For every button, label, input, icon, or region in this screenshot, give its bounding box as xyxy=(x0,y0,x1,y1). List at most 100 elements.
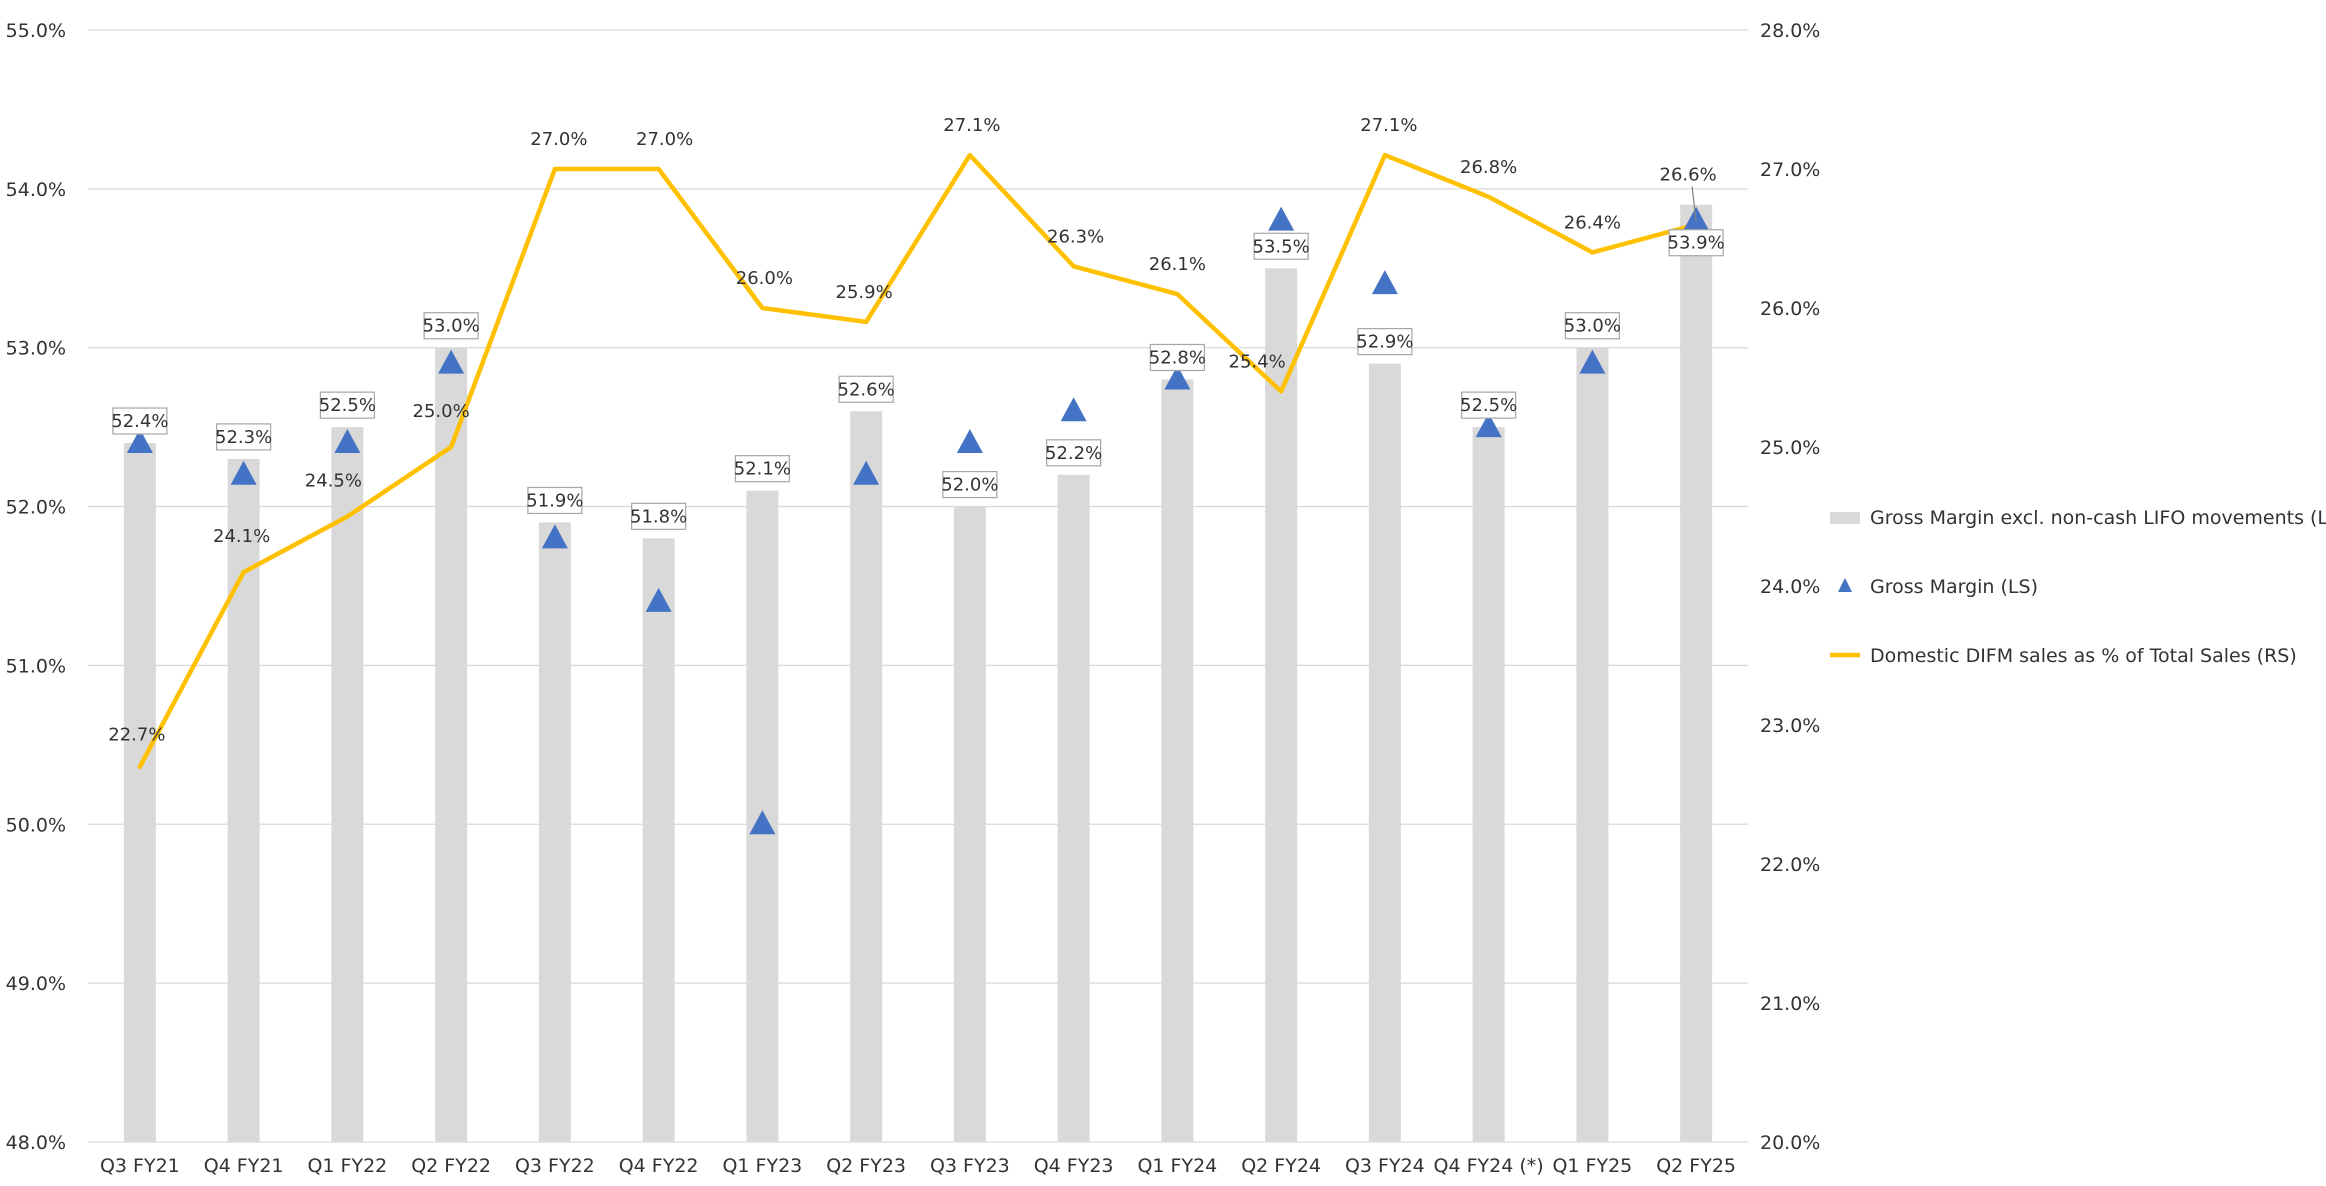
bar-value-label-box xyxy=(423,312,479,340)
triangle-point xyxy=(1371,270,1398,295)
x-tick-label: Q3 FY22 xyxy=(515,1155,595,1177)
bar xyxy=(850,411,883,1142)
left-tick-label: 50.0% xyxy=(6,814,66,836)
legend-label-triangle: Gross Margin (LS) xyxy=(1870,576,2038,598)
line-value-label: 26.1% xyxy=(1149,254,1206,275)
bar-value-label-box xyxy=(1357,328,1413,356)
legend-swatch-bar xyxy=(1830,512,1860,524)
triangle-point xyxy=(230,460,257,485)
bar-value-label: 52.6% xyxy=(838,379,895,400)
bar-value-label: 52.5% xyxy=(1460,395,1517,416)
triangle-point xyxy=(1060,397,1087,422)
right-tick-label: 27.0% xyxy=(1760,159,1820,181)
bar-value-label-box xyxy=(1564,312,1620,340)
bar xyxy=(538,522,571,1142)
line-value-label: 24.1% xyxy=(213,526,270,547)
bar-value-label: 53.0% xyxy=(1564,316,1621,337)
right-tick-label: 26.0% xyxy=(1760,298,1820,320)
right-tick-label: 28.0% xyxy=(1760,20,1820,42)
bar-value-label: 52.3% xyxy=(215,427,272,448)
axes: 48.0% 49.0% 50.0% 51.0% 52.0% 53.0% 54.0% 55.0%… xyxy=(6,20,1821,1177)
bar-value-label: 51.8% xyxy=(630,506,687,527)
triangle-point xyxy=(1475,413,1502,438)
x-tick-label: Q2 FY22 xyxy=(411,1155,491,1177)
legend-label-bar: Gross Margin excl. non-cash LIFO movemen… xyxy=(1870,507,2326,529)
bar xyxy=(953,506,986,1143)
bar-value-label-box xyxy=(319,391,375,419)
legend-label-line: Domestic DIFM sales as % of Total Sales … xyxy=(1870,645,2297,667)
bar-value-label-box xyxy=(1668,229,1724,257)
line-value-label: 27.0% xyxy=(530,129,587,150)
bar-value-label: 52.4% xyxy=(111,411,168,432)
triangle-point xyxy=(853,460,880,485)
line-value-label: 24.5% xyxy=(305,471,362,492)
triangle-point xyxy=(438,349,465,374)
x-tick-label: Q3 FY21 xyxy=(100,1155,180,1177)
x-tick-label: Q3 FY23 xyxy=(930,1155,1010,1177)
line-value-label: 26.6% xyxy=(1660,165,1717,186)
x-tick-label: Q2 FY25 xyxy=(1656,1155,1736,1177)
bar-value-label: 53.5% xyxy=(1253,236,1310,257)
triangle-point xyxy=(1268,206,1295,231)
bar xyxy=(1057,474,1090,1142)
label-leader-line xyxy=(1691,186,1697,223)
bar-value-label: 52.5% xyxy=(319,395,376,416)
left-tick-label: 49.0% xyxy=(6,973,66,995)
bar xyxy=(331,427,364,1143)
x-tick-label: Q1 FY23 xyxy=(722,1155,802,1177)
right-tick-label: 22.0% xyxy=(1760,854,1820,876)
left-tick-label: 52.0% xyxy=(6,497,66,519)
bar-value-label-box xyxy=(838,375,894,403)
left-tick-label: 53.0% xyxy=(6,338,66,360)
bar xyxy=(435,347,468,1142)
bar-value-label-box xyxy=(216,423,272,451)
x-tick-label: Q4 FY23 xyxy=(1034,1155,1114,1177)
bar-value-label: 52.0% xyxy=(941,475,998,496)
right-tick-label: 25.0% xyxy=(1760,437,1820,459)
data-labels: 52.4% 52.3% 52.5% 53.0% 51.9% 51.8% 52.1% 52.6%… xyxy=(108,115,1724,746)
x-tick-label: Q3 FY24 xyxy=(1345,1155,1425,1177)
bar xyxy=(1576,347,1609,1142)
bar-value-label-box xyxy=(527,486,583,515)
right-tick-label: 24.0% xyxy=(1760,576,1820,598)
triangle-point xyxy=(956,429,983,454)
legend-swatch-triangle xyxy=(1838,578,1852,592)
bar-value-label-box xyxy=(942,470,998,499)
bar-value-label: 52.2% xyxy=(1045,443,1102,464)
line-value-label: 26.8% xyxy=(1460,157,1517,178)
bar xyxy=(1265,268,1298,1142)
line-value-label: 25.4% xyxy=(1229,351,1286,372)
left-tick-label: 51.0% xyxy=(6,655,66,677)
x-tick-label: Q1 FY22 xyxy=(307,1155,387,1177)
line-value-label: 27.1% xyxy=(943,115,1000,136)
right-tick-label: 23.0% xyxy=(1760,715,1820,737)
bar-value-label: 53.9% xyxy=(1668,233,1725,254)
left-tick-label: 54.0% xyxy=(6,179,66,201)
triangle-point xyxy=(541,524,568,549)
triangle-point xyxy=(645,587,672,612)
line-value-label: 22.7% xyxy=(108,725,165,746)
triangle-point xyxy=(126,429,153,454)
x-tick-label: Q2 FY24 xyxy=(1241,1155,1321,1177)
bar xyxy=(1680,204,1713,1142)
x-tick-label: Q2 FY23 xyxy=(826,1155,906,1177)
triangle-point xyxy=(334,429,361,454)
triangle-point xyxy=(1164,365,1191,390)
bar-value-label: 51.9% xyxy=(526,490,583,511)
bar-series xyxy=(123,204,1713,1143)
bar-value-label-box xyxy=(112,407,168,435)
bar-value-label-box xyxy=(1046,439,1102,467)
line-value-label: 26.3% xyxy=(1047,226,1104,247)
bar-value-label-box xyxy=(734,455,790,483)
bar-value-label-box xyxy=(1149,343,1205,372)
triangle-point xyxy=(749,810,776,835)
x-tick-label: Q4 FY22 xyxy=(619,1155,699,1177)
bar-value-label-box xyxy=(631,502,687,530)
x-tick-label: Q1 FY25 xyxy=(1552,1155,1632,1177)
x-tick-label: Q4 FY24 (*) xyxy=(1434,1155,1544,1177)
left-tick-label: 48.0% xyxy=(6,1132,66,1154)
bar-value-label-box xyxy=(1253,232,1309,260)
bar-value-label: 52.1% xyxy=(734,459,791,480)
bar xyxy=(227,458,260,1142)
